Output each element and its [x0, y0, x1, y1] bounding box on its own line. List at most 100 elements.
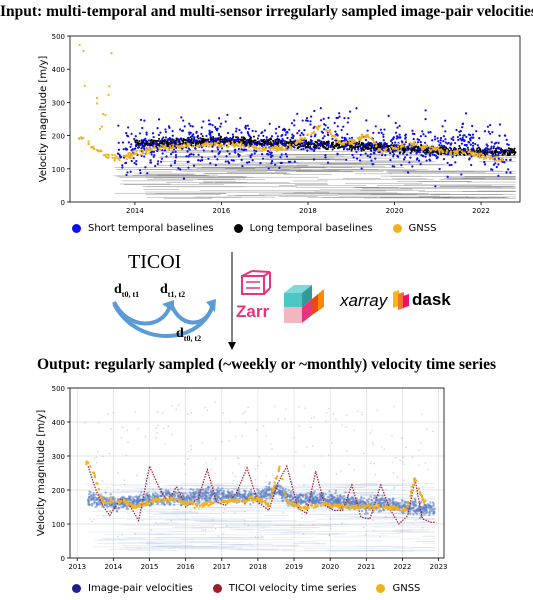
image-pair-point	[140, 491, 143, 494]
short-baseline-point	[461, 122, 465, 125]
gnss-point	[478, 155, 481, 159]
image-pair-point	[341, 522, 343, 525]
short-baseline-point	[246, 140, 249, 144]
gnss-point	[495, 155, 498, 158]
short-baseline-point	[352, 156, 355, 159]
short-baseline-point	[405, 148, 409, 151]
gnss-point	[352, 141, 355, 144]
gnss-point	[247, 146, 250, 149]
short-baseline-point	[494, 162, 497, 165]
short-baseline-point	[169, 137, 172, 140]
gnss-point	[397, 145, 400, 148]
long-baseline-point	[241, 139, 244, 142]
long-baseline-point	[201, 135, 204, 138]
image-pair-point	[243, 411, 246, 413]
long-baseline-point	[476, 151, 479, 154]
short-baseline-point	[172, 140, 175, 144]
short-baseline-point	[382, 139, 385, 142]
arrow-t0-t2	[112, 303, 214, 338]
short-baseline-point	[121, 166, 124, 169]
image-pair-point	[222, 412, 224, 414]
short-baseline-point	[380, 147, 383, 151]
image-pair-point	[209, 491, 213, 494]
long-baseline-point	[507, 147, 510, 150]
gnss-point	[201, 143, 204, 146]
image-pair-point	[428, 507, 432, 511]
short-baseline-point	[354, 148, 357, 151]
image-pair-point	[211, 519, 214, 521]
long-baseline-point	[333, 147, 336, 150]
image-pair-point	[289, 491, 292, 494]
image-pair-point	[95, 456, 98, 459]
short-baseline-point	[285, 155, 289, 158]
gnss-point	[409, 145, 412, 148]
short-baseline-point	[300, 131, 303, 135]
image-pair-point	[110, 505, 113, 508]
short-baseline-point	[145, 133, 148, 136]
image-pair-point	[301, 517, 303, 519]
short-baseline-point	[153, 154, 156, 157]
image-pair-point	[283, 418, 286, 420]
long-baseline-point	[504, 151, 507, 154]
short-baseline-point	[366, 129, 369, 132]
image-pair-point	[243, 519, 246, 522]
image-pair-point	[233, 479, 235, 482]
short-baseline-point	[189, 131, 192, 134]
short-baseline-point	[299, 145, 302, 148]
image-pair-point	[282, 499, 285, 502]
short-baseline-point	[468, 137, 472, 140]
x-tick-label: 2017	[213, 563, 231, 571]
image-pair-point	[329, 527, 332, 529]
gnss-point	[122, 154, 125, 157]
y-axis-label: Velocity magnitude [m/y]	[38, 56, 49, 183]
image-pair-point	[341, 424, 344, 426]
short-baseline-point	[341, 136, 344, 139]
short-baseline-point	[507, 143, 510, 146]
image-pair-point	[225, 525, 228, 527]
short-baseline-point	[380, 131, 383, 134]
short-baseline-point	[216, 158, 219, 161]
short-baseline-point	[280, 142, 283, 145]
short-baseline-point	[280, 153, 283, 156]
short-baseline-point	[298, 129, 301, 132]
gnss-point	[494, 159, 497, 162]
short-baseline-point	[186, 160, 189, 164]
gnss-point	[258, 146, 261, 149]
short-baseline-point	[355, 107, 358, 110]
gnss-point	[432, 147, 435, 151]
short-baseline-point	[208, 131, 211, 134]
short-baseline-point	[355, 150, 358, 153]
image-pair-point	[102, 515, 105, 517]
image-pair-point	[137, 427, 139, 430]
image-pair-point	[221, 492, 224, 495]
image-pair-point	[255, 429, 258, 431]
short-baseline-point	[317, 142, 320, 145]
short-baseline-point	[475, 130, 478, 133]
gnss-point	[135, 150, 138, 153]
image-pair-point	[353, 429, 355, 432]
x-tick-label: 2013	[68, 563, 86, 571]
short-baseline-point	[285, 131, 288, 134]
image-pair-point	[299, 523, 302, 526]
image-pair-point	[401, 461, 404, 463]
short-baseline-point	[469, 143, 472, 146]
gnss-point	[87, 142, 90, 146]
short-baseline-point	[209, 136, 212, 139]
short-baseline-point	[399, 136, 402, 139]
long-baseline-point	[361, 142, 364, 145]
short-baseline-point	[381, 153, 384, 157]
image-pair-point	[369, 462, 372, 465]
short-baseline-point	[237, 153, 240, 156]
image-pair-point	[421, 413, 423, 416]
gnss-point	[130, 152, 133, 155]
image-pair-point	[144, 435, 147, 438]
gnss-point	[405, 139, 408, 142]
short-baseline-point	[118, 153, 121, 156]
gnss-point	[226, 145, 229, 149]
short-baseline-point	[372, 163, 375, 166]
short-baseline-point	[497, 174, 500, 177]
image-pair-point	[171, 433, 174, 436]
image-pair-point	[331, 442, 333, 444]
image-pair-point	[326, 495, 330, 499]
short-baseline-point	[390, 138, 394, 141]
